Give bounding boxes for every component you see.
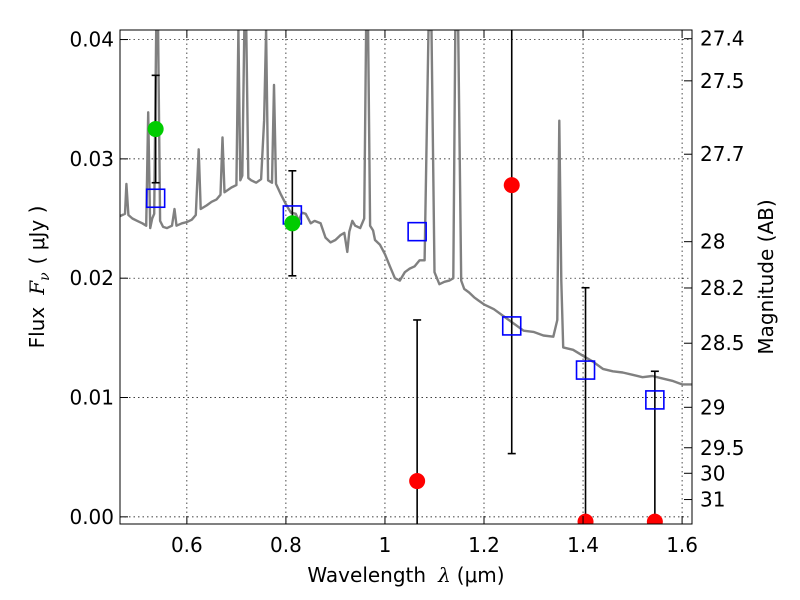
- y-tick-label: 0.03: [69, 147, 114, 171]
- y2-tick-label: 29.5: [700, 436, 745, 460]
- x-tick-label: 0.8: [270, 533, 302, 557]
- series-layer: [120, 30, 692, 524]
- y2-tick-label: 27.5: [700, 69, 745, 93]
- y2-tick-label: 30: [700, 461, 725, 485]
- y2-tick-label: 29: [700, 395, 725, 419]
- x-axis-label-unit: (μm): [457, 563, 505, 587]
- green-point: [147, 121, 164, 138]
- grid: [120, 30, 692, 524]
- y-axis-label: Flux Fν ( μJy ): [25, 206, 53, 349]
- plot-frame: [119, 29, 693, 525]
- plot-background: [120, 30, 692, 524]
- red-point: [503, 177, 520, 194]
- x-axis-label: Wavelength λ (μm): [307, 563, 504, 587]
- y-tick-label: 0.01: [69, 386, 114, 410]
- red-error-bar: [650, 370, 659, 524]
- ticks: 0.6 0.8 1 1.2 1.4 1.6 0.00 0.01 0.02 0.03 0.04 27.4…: [69, 27, 744, 557]
- x-tick-label: 0.6: [171, 533, 203, 557]
- red-error-bar: [413, 319, 422, 524]
- y2-axis-label: Magnitude (AB): [754, 199, 778, 354]
- x-tick-label: 1: [379, 533, 392, 557]
- red-point: [646, 513, 663, 524]
- y-tick-label: 0.02: [69, 266, 114, 290]
- y2-tick-label: 31: [700, 488, 725, 512]
- sed-line: [120, 30, 692, 386]
- x-tick-label: 1.6: [666, 533, 698, 557]
- y-tick-label: 0.04: [69, 28, 114, 52]
- y2-tick-label: 27.4: [700, 27, 745, 51]
- x-axis-label-symbol: λ: [437, 563, 451, 587]
- red-point: [409, 473, 426, 490]
- y2-tick-label: 28: [700, 230, 725, 254]
- red-point: [577, 513, 594, 524]
- red-error-bar: [581, 286, 590, 524]
- y2-tick-label: 28.2: [700, 276, 745, 300]
- y2-tick-label: 28.5: [700, 331, 745, 355]
- x-tick-label: 1.2: [468, 533, 500, 557]
- y-axis-label-unit: ( μJy ): [25, 206, 49, 265]
- model-photometry-square: [145, 188, 166, 209]
- y-axis-label-symbol: F: [25, 280, 49, 296]
- y2-tick-label: 27.7: [700, 142, 745, 166]
- model-photometry-square: [407, 221, 427, 242]
- y-axis-label-subscript: ν: [37, 272, 53, 281]
- y-axis-label-text: Flux: [25, 307, 49, 349]
- x-tick-label: 1.4: [567, 533, 599, 557]
- model-photometry-square: [501, 316, 522, 336]
- model-photometry-square: [575, 360, 596, 380]
- model-photometry-square: [645, 390, 665, 410]
- y-tick-label: 0.00: [69, 505, 114, 529]
- x-axis-label-text: Wavelength: [307, 563, 426, 587]
- green-point: [284, 215, 301, 232]
